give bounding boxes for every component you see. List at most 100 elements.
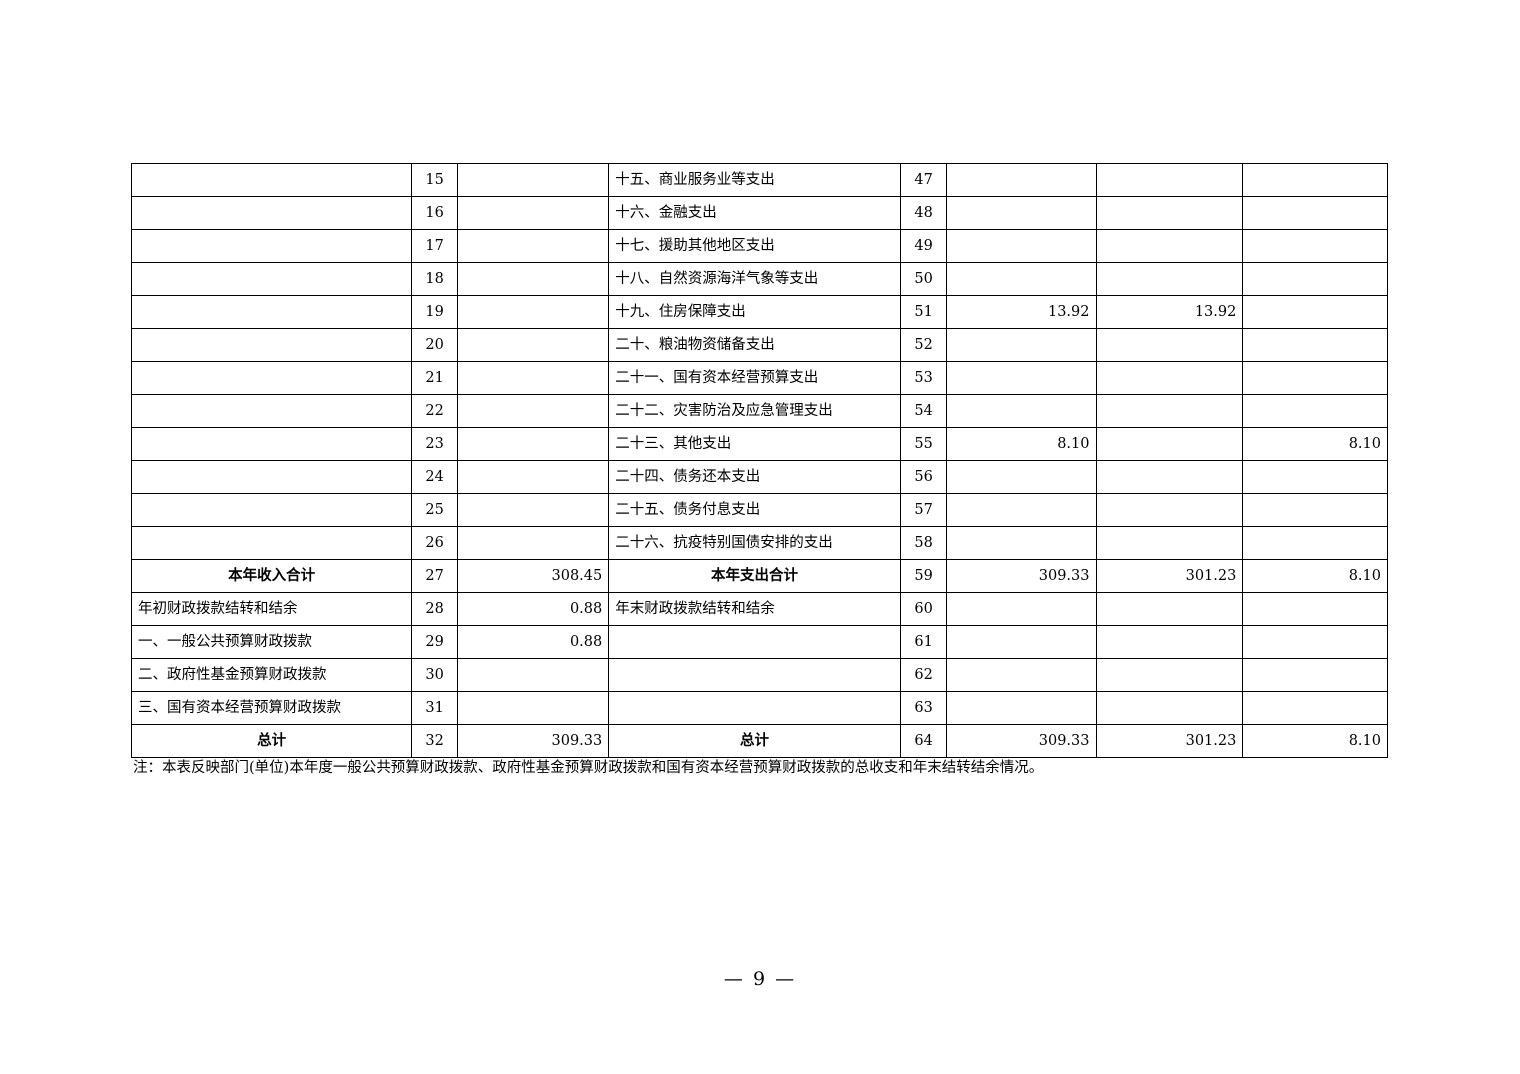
income-label-cell bbox=[130, 361, 413, 395]
expense-amount-project-cell bbox=[1242, 691, 1388, 725]
income-amount-cell bbox=[456, 328, 610, 362]
expense-amount-basic-cell bbox=[1095, 493, 1244, 527]
income-amount-cell bbox=[456, 262, 610, 296]
table-row: 年初财政拨款结转和结余 28 0.88 年末财政拨款结转和结余 60 bbox=[130, 592, 1388, 626]
expense-amount-total-cell bbox=[946, 460, 1097, 494]
expense-line-number-cell: 47 bbox=[899, 163, 948, 197]
expense-label-cell: 十五、商业服务业等支出 bbox=[608, 163, 901, 197]
expense-amount-total-cell bbox=[946, 394, 1097, 428]
expense-line-number-cell: 58 bbox=[899, 526, 948, 560]
expense-line-number-cell: 50 bbox=[899, 262, 948, 296]
expense-line-number-cell: 62 bbox=[899, 658, 948, 692]
expense-amount-total-cell: 8.10 bbox=[946, 427, 1097, 461]
expense-amount-project-cell bbox=[1242, 625, 1388, 659]
income-line-number-cell: 21 bbox=[411, 361, 458, 395]
expense-line-number-cell: 64 bbox=[899, 724, 948, 758]
expense-amount-total-cell bbox=[946, 229, 1097, 263]
income-label-cell bbox=[130, 163, 413, 197]
expense-amount-total-cell: 13.92 bbox=[946, 295, 1097, 329]
expense-amount-project-cell: 8.10 bbox=[1242, 427, 1388, 461]
expense-amount-basic-cell: 301.23 bbox=[1095, 724, 1244, 758]
expense-amount-total-cell bbox=[946, 262, 1097, 296]
income-line-number-cell: 18 bbox=[411, 262, 458, 296]
expense-label-cell bbox=[608, 691, 901, 725]
expense-label-cell: 二十六、抗疫特别国债安排的支出 bbox=[608, 526, 901, 560]
expense-amount-project-cell bbox=[1242, 460, 1388, 494]
expense-line-number-cell: 57 bbox=[899, 493, 948, 527]
income-label-cell: 三、国有资本经营预算财政拨款 bbox=[130, 691, 413, 725]
income-line-number-cell: 15 bbox=[411, 163, 458, 197]
table-row: 17 十七、援助其他地区支出 49 bbox=[130, 229, 1388, 263]
expense-amount-project-cell bbox=[1242, 361, 1388, 395]
expense-label-cell: 总计 bbox=[608, 724, 901, 758]
expense-amount-project-cell bbox=[1242, 295, 1388, 329]
expense-amount-total-cell bbox=[946, 361, 1097, 395]
expense-label-cell bbox=[608, 658, 901, 692]
expense-amount-basic-cell bbox=[1095, 460, 1244, 494]
table-row: 20 二十、粮油物资储备支出 52 bbox=[130, 328, 1388, 362]
expense-amount-basic-cell bbox=[1095, 262, 1244, 296]
expense-label-cell: 二十一、国有资本经营预算支出 bbox=[608, 361, 901, 395]
table-row: 22 二十二、灾害防治及应急管理支出 54 bbox=[130, 394, 1388, 428]
expense-amount-project-cell bbox=[1242, 394, 1388, 428]
expense-amount-project-cell: 8.10 bbox=[1242, 559, 1388, 593]
income-amount-cell bbox=[456, 394, 610, 428]
income-label-cell: 二、政府性基金预算财政拨款 bbox=[130, 658, 413, 692]
income-amount-cell bbox=[456, 493, 610, 527]
expense-line-number-cell: 51 bbox=[899, 295, 948, 329]
income-line-number-cell: 25 bbox=[411, 493, 458, 527]
expense-label-cell: 十六、金融支出 bbox=[608, 196, 901, 230]
expense-line-number-cell: 49 bbox=[899, 229, 948, 263]
expense-line-number-cell: 54 bbox=[899, 394, 948, 428]
income-label-cell: 年初财政拨款结转和结余 bbox=[130, 592, 413, 626]
table-body: 15 十五、商业服务业等支出 47 16 十六、金融支出 48 17 十七、援助其他地区支出 4… bbox=[130, 163, 1388, 758]
income-line-number-cell: 31 bbox=[411, 691, 458, 725]
expense-amount-basic-cell bbox=[1095, 592, 1244, 626]
expense-label-cell: 二十五、债务付息支出 bbox=[608, 493, 901, 527]
income-amount-cell bbox=[456, 361, 610, 395]
expense-line-number-cell: 63 bbox=[899, 691, 948, 725]
expense-amount-basic-cell bbox=[1095, 196, 1244, 230]
income-line-number-cell: 17 bbox=[411, 229, 458, 263]
income-line-number-cell: 23 bbox=[411, 427, 458, 461]
expense-line-number-cell: 59 bbox=[899, 559, 948, 593]
table-row: 25 二十五、债务付息支出 57 bbox=[130, 493, 1388, 527]
income-amount-cell bbox=[456, 427, 610, 461]
expense-line-number-cell: 48 bbox=[899, 196, 948, 230]
income-label-cell bbox=[130, 526, 413, 560]
table-row: 26 二十六、抗疫特别国债安排的支出 58 bbox=[130, 526, 1388, 560]
income-amount-cell bbox=[456, 229, 610, 263]
expense-label-cell: 年末财政拨款结转和结余 bbox=[608, 592, 901, 626]
expense-amount-project-cell bbox=[1242, 229, 1388, 263]
expense-amount-total-cell bbox=[946, 625, 1097, 659]
table-row: 一、一般公共预算财政拨款 29 0.88 61 bbox=[130, 625, 1388, 659]
income-line-number-cell: 20 bbox=[411, 328, 458, 362]
budget-table: 15 十五、商业服务业等支出 47 16 十六、金融支出 48 17 十七、援助其他地区支出 4… bbox=[130, 163, 1388, 758]
table-row: 23 二十三、其他支出 55 8.10 8.10 bbox=[130, 427, 1388, 461]
income-amount-cell bbox=[456, 295, 610, 329]
expense-line-number-cell: 61 bbox=[899, 625, 948, 659]
expense-amount-project-cell bbox=[1242, 526, 1388, 560]
income-label-cell bbox=[130, 262, 413, 296]
income-amount-cell: 0.88 bbox=[456, 592, 610, 626]
expense-amount-total-cell bbox=[946, 163, 1097, 197]
expense-amount-basic-cell: 301.23 bbox=[1095, 559, 1244, 593]
income-amount-cell bbox=[456, 163, 610, 197]
expense-amount-total-cell bbox=[946, 658, 1097, 692]
expense-label-cell: 十七、援助其他地区支出 bbox=[608, 229, 901, 263]
expense-amount-basic-cell: 13.92 bbox=[1095, 295, 1244, 329]
expense-amount-basic-cell bbox=[1095, 625, 1244, 659]
page-number: — 9 — bbox=[723, 968, 797, 990]
expense-amount-basic-cell bbox=[1095, 163, 1244, 197]
expense-amount-project-cell bbox=[1242, 328, 1388, 362]
expense-amount-total-cell bbox=[946, 328, 1097, 362]
income-line-number-cell: 29 bbox=[411, 625, 458, 659]
expense-amount-total-cell bbox=[946, 526, 1097, 560]
expense-amount-total-cell bbox=[946, 592, 1097, 626]
income-line-number-cell: 24 bbox=[411, 460, 458, 494]
expense-line-number-cell: 56 bbox=[899, 460, 948, 494]
income-line-number-cell: 26 bbox=[411, 526, 458, 560]
expense-amount-total-cell: 309.33 bbox=[946, 559, 1097, 593]
expense-line-number-cell: 52 bbox=[899, 328, 948, 362]
